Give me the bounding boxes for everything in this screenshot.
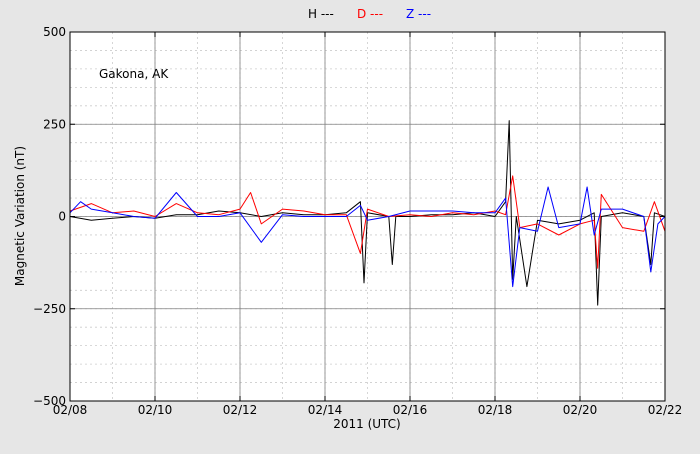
y-axis-label: Magnetic Variation (nT) xyxy=(13,146,27,286)
x-tick-label: 02/08 xyxy=(53,403,88,417)
x-tick-label: 02/10 xyxy=(138,403,173,417)
series-line-z xyxy=(69,186,666,288)
x-tick-label: 02/16 xyxy=(393,403,428,417)
series-line-d xyxy=(69,175,666,269)
legend-entry-z: Z --- xyxy=(406,7,431,21)
y-tick-label: 500 xyxy=(43,25,66,39)
x-tick-label: 02/18 xyxy=(478,403,513,417)
x-tick-label: 02/12 xyxy=(223,403,258,417)
series-lines xyxy=(69,120,666,306)
series-line-h xyxy=(69,120,666,306)
y-tick-label: −500 xyxy=(33,394,66,408)
tick-labels: 02/08 02/10 02/12 02/14 02/16 02/18 02/20 02/22… xyxy=(33,25,682,417)
x-tick-label: 02/22 xyxy=(648,403,683,417)
legend-entry-h: H --- xyxy=(308,7,334,21)
y-tick-label: −250 xyxy=(33,302,66,316)
x-tick-label: 02/20 xyxy=(563,403,598,417)
grid xyxy=(69,31,666,402)
y-tick-label: 0 xyxy=(58,210,66,224)
legend: H --- D --- Z --- xyxy=(308,7,431,21)
legend-entry-d: D --- xyxy=(357,7,383,21)
x-tick-label: 02/14 xyxy=(308,403,343,417)
x-axis-label: 2011 (UTC) xyxy=(333,417,401,431)
y-tick-label: 250 xyxy=(43,117,66,131)
location-annotation: Gakona, AK xyxy=(99,67,169,81)
tick-marks xyxy=(69,31,666,402)
